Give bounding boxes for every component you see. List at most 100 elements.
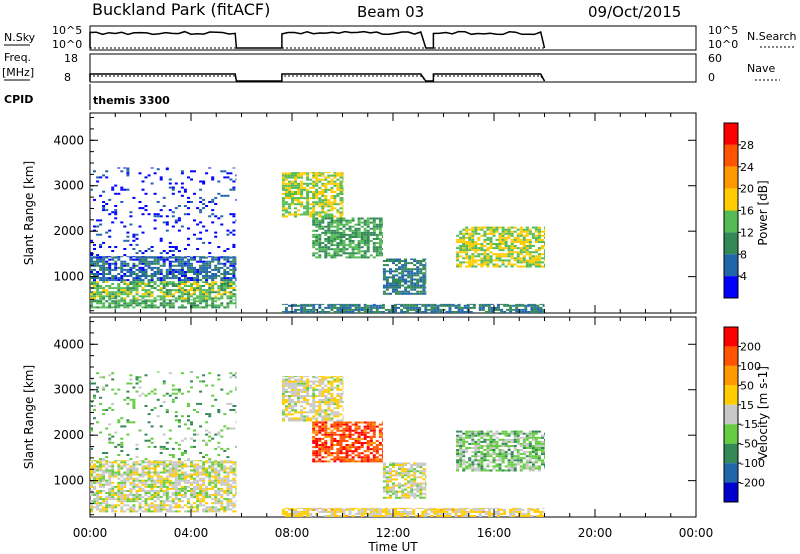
echo-cell xyxy=(415,306,419,309)
echo-cell xyxy=(199,256,203,258)
echo-cell xyxy=(123,291,127,294)
echo-cell xyxy=(226,490,230,492)
echo-cell xyxy=(205,306,209,309)
echo-cell xyxy=(180,262,184,265)
echo-cell xyxy=(111,494,115,496)
echo-cell xyxy=(135,378,139,381)
echo-cell xyxy=(187,297,190,300)
echo-cell xyxy=(381,248,383,251)
echo-cell xyxy=(422,276,426,279)
echo-cell xyxy=(345,219,349,222)
echo-cell xyxy=(217,293,221,296)
echo-cell xyxy=(389,286,392,289)
echo-cell xyxy=(348,229,352,232)
echo-cell xyxy=(205,413,209,416)
echo-cell xyxy=(324,456,328,459)
echo-cell xyxy=(294,401,297,404)
echo-cell xyxy=(385,480,389,483)
echo-cell xyxy=(99,268,103,271)
echo-cell xyxy=(309,380,313,383)
echo-cell xyxy=(413,482,417,485)
echo-cell xyxy=(445,303,449,305)
echo-cell xyxy=(99,490,103,492)
echo-cell xyxy=(363,250,367,253)
echo-cell xyxy=(123,260,127,263)
echo-cell xyxy=(436,306,440,309)
echo-cell xyxy=(126,256,130,258)
echo-cell xyxy=(294,197,297,200)
echo-cell xyxy=(102,209,106,212)
echo-cell xyxy=(126,469,130,472)
echo-cell xyxy=(318,205,322,208)
echo-cell xyxy=(534,249,538,252)
echo-cell xyxy=(99,504,103,507)
echo-cell xyxy=(339,405,343,408)
echo-cell xyxy=(90,293,93,296)
echo-cell xyxy=(117,496,121,499)
echo-cell xyxy=(515,303,519,305)
echo-cell xyxy=(199,477,203,480)
echo-cell xyxy=(372,458,376,461)
echo-cell xyxy=(232,510,236,513)
echo-cell xyxy=(114,287,118,290)
echo-cell xyxy=(321,409,325,412)
echo-cell xyxy=(199,291,203,294)
echo-cell xyxy=(90,188,93,191)
echo-cell xyxy=(281,178,285,181)
echo-cell xyxy=(93,475,96,478)
echo-cell xyxy=(235,405,237,407)
echo-cell xyxy=(422,272,426,275)
echo-cell xyxy=(498,236,502,239)
echo-cell xyxy=(336,236,340,238)
echo-cell xyxy=(489,247,493,250)
echo-cell xyxy=(366,435,370,438)
echo-cell xyxy=(366,231,370,234)
echo-cell xyxy=(129,421,133,424)
echo-cell xyxy=(342,415,344,418)
echo-cell xyxy=(96,504,100,507)
colorbar-tick-label: 8 xyxy=(740,248,747,261)
echo-cell xyxy=(102,409,106,411)
echo-cell xyxy=(162,258,166,261)
echo-cell xyxy=(90,471,93,474)
echo-cell xyxy=(123,283,127,285)
echo-cell xyxy=(297,401,300,404)
echo-cell xyxy=(318,244,322,247)
echo-cell xyxy=(199,465,203,468)
echo-cell xyxy=(123,254,127,257)
echo-cell xyxy=(111,300,115,303)
echo-cell xyxy=(177,256,181,259)
echo-cell xyxy=(351,246,355,249)
echo-cell xyxy=(174,498,178,501)
echo-cell xyxy=(385,264,389,267)
echo-cell xyxy=(108,469,112,472)
echo-cell xyxy=(481,306,485,309)
echo-cell xyxy=(327,380,331,383)
echo-cell xyxy=(123,248,127,250)
echo-cell xyxy=(372,221,376,224)
echo-cell xyxy=(108,465,112,468)
echo-cell xyxy=(235,473,237,476)
echo-cell xyxy=(147,508,151,511)
echo-cell xyxy=(339,172,343,174)
echo-cell xyxy=(510,257,514,260)
echo-cell xyxy=(99,431,103,434)
echo-cell xyxy=(339,207,343,210)
echo-cell xyxy=(199,266,203,269)
echo-cell xyxy=(126,289,130,292)
echo-cell xyxy=(138,295,142,298)
echo-cell xyxy=(162,287,166,290)
echo-cell xyxy=(519,243,523,245)
echo-cell xyxy=(385,288,389,291)
echo-cell xyxy=(153,388,157,391)
echo-cell xyxy=(135,483,139,486)
echo-cell xyxy=(413,496,417,499)
echo-cell xyxy=(232,258,236,261)
echo-cell xyxy=(196,223,200,226)
echo-cell xyxy=(392,280,395,283)
echo-cell xyxy=(336,184,340,187)
echo-cell xyxy=(330,437,334,440)
echo-cell xyxy=(187,460,190,462)
echo-cell xyxy=(220,465,224,468)
echo-cell xyxy=(117,492,121,494)
